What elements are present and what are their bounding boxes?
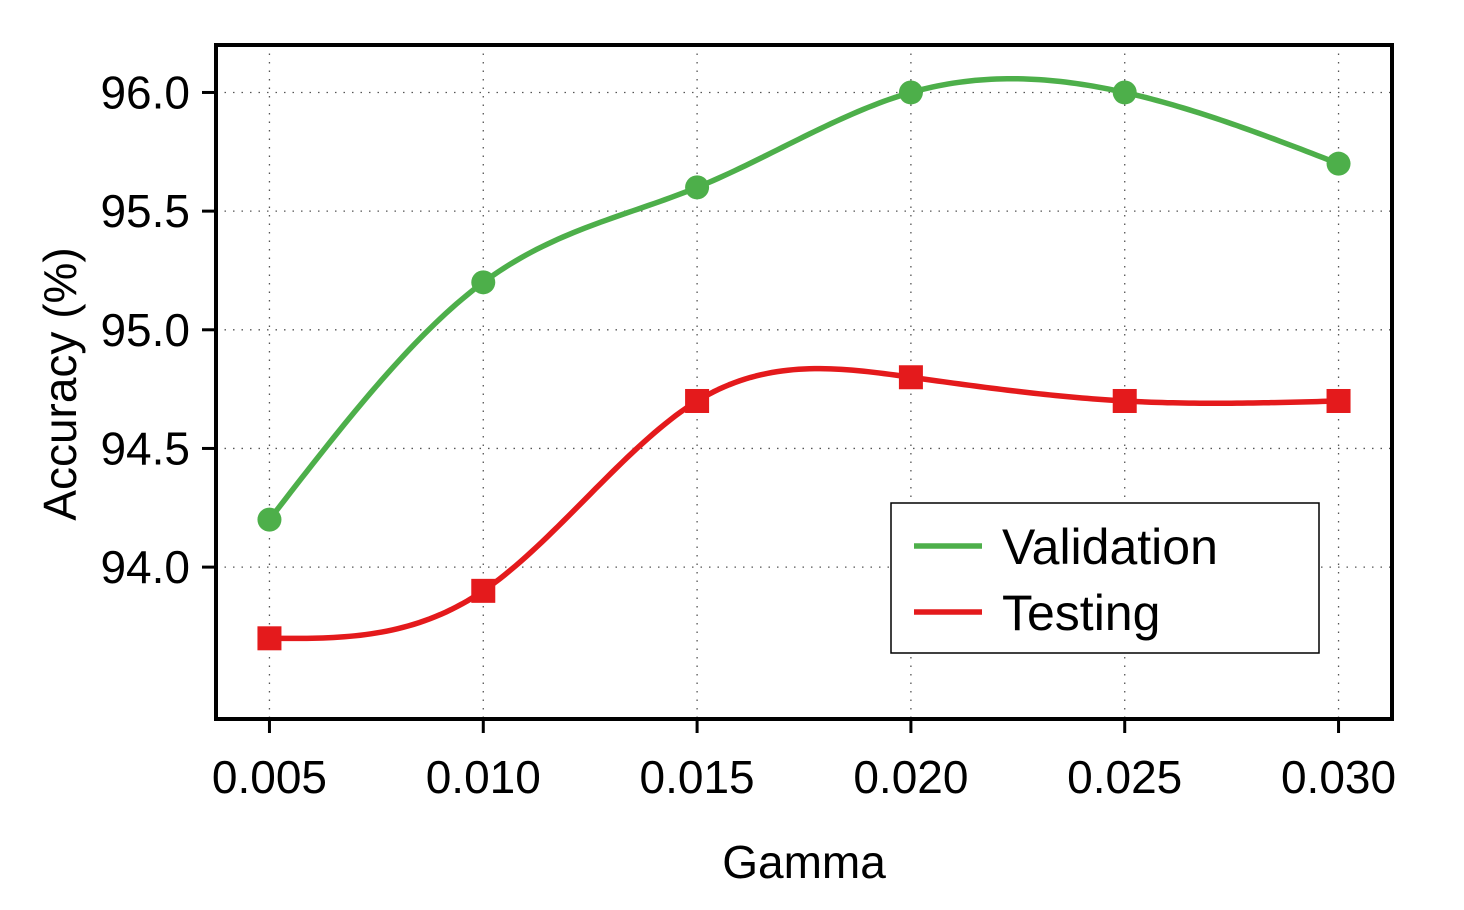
y-tick-label: 95.5	[100, 185, 190, 237]
x-tick-label: 0.025	[1067, 751, 1182, 803]
legend-box	[890, 502, 1320, 654]
legend-item: Testing	[914, 585, 1160, 641]
axis-ticks: 0.005 0.010 0.015 0.020 0.025 0.030 94.0 94.5 95…	[100, 66, 1396, 803]
series-testing	[257, 365, 1351, 651]
legend-label: Testing	[1002, 585, 1160, 641]
legend-label: Validation	[1002, 519, 1218, 575]
y-tick-label: 94.5	[100, 422, 190, 474]
data-point	[1112, 388, 1137, 413]
x-axis-label: Gamma	[722, 836, 886, 888]
x-tick-label: 0.020	[853, 751, 968, 803]
series-line	[266, 76, 1342, 523]
plot-frame	[214, 43, 1394, 721]
x-tick-label: 0.030	[1281, 751, 1396, 803]
data-point	[471, 270, 496, 295]
y-tick-label: 94.0	[100, 541, 190, 593]
data-point	[257, 626, 282, 651]
data-point	[1326, 151, 1351, 176]
series-layer	[257, 76, 1351, 651]
data-point	[898, 365, 923, 390]
legend-item: Validation	[914, 519, 1218, 575]
data-point	[471, 578, 496, 603]
y-tick-label: 95.0	[100, 304, 190, 356]
x-tick-label: 0.010	[426, 751, 541, 803]
data-point	[1326, 388, 1351, 413]
y-tick-label: 96.0	[100, 66, 190, 118]
data-point	[898, 80, 923, 105]
series-line	[266, 365, 1342, 642]
x-tick-label: 0.015	[640, 751, 755, 803]
y-axis-label: Accuracy (%)	[34, 247, 86, 520]
series-validation	[257, 76, 1351, 532]
data-point	[685, 175, 710, 200]
data-point	[257, 507, 282, 532]
data-point	[685, 388, 710, 413]
data-point	[1112, 80, 1137, 105]
x-tick-label: 0.005	[212, 751, 327, 803]
legend: Validation Testing	[890, 502, 1320, 654]
